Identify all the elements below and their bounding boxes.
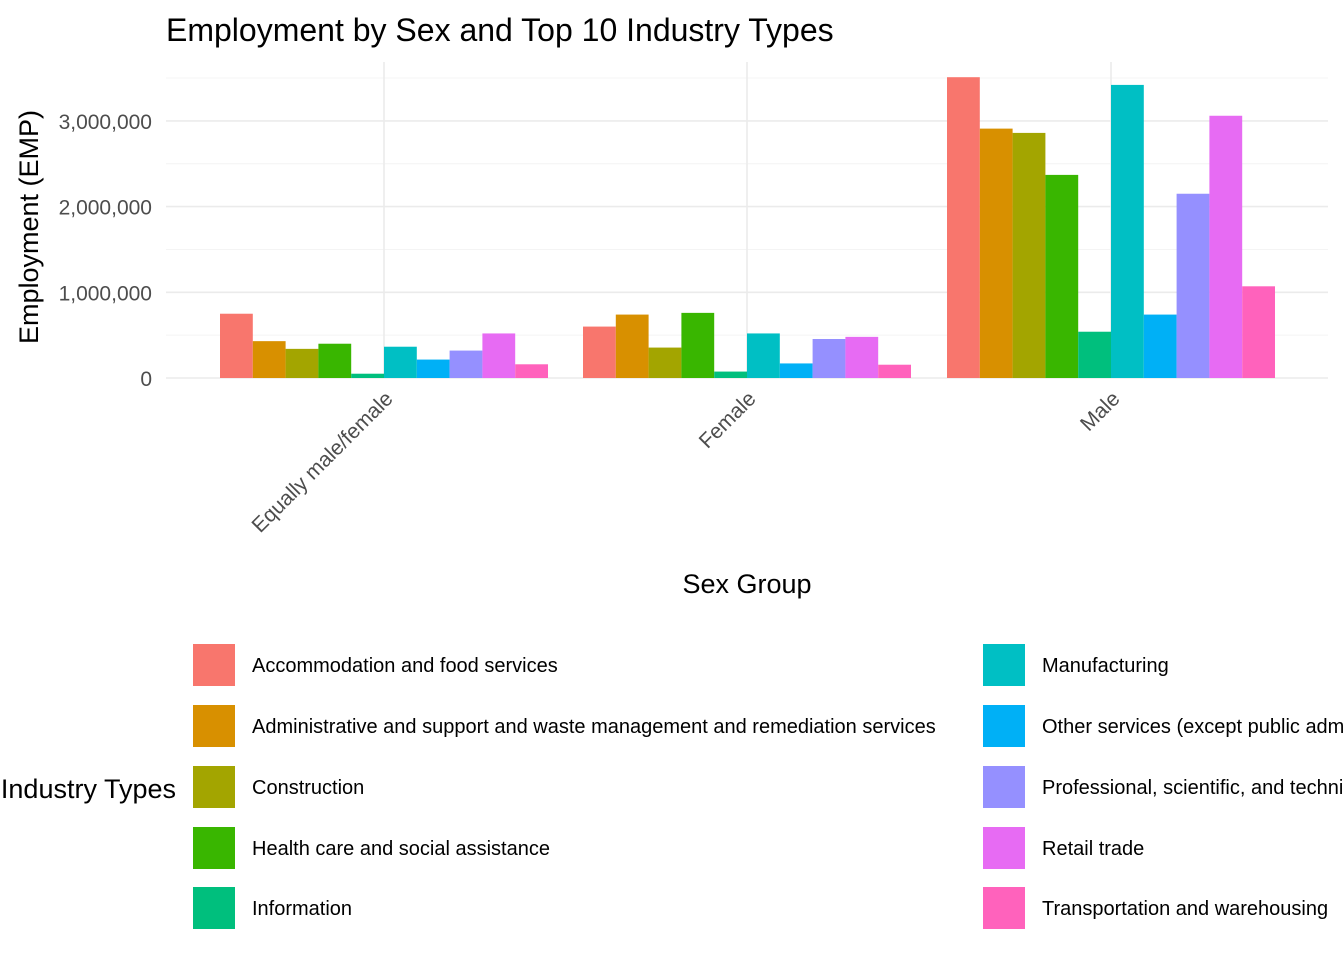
legend-label: Construction bbox=[252, 777, 364, 799]
legend-label: Transportation and warehousing bbox=[1042, 898, 1328, 920]
bar bbox=[1078, 331, 1111, 378]
legend-label: Administrative and support and waste man… bbox=[252, 716, 936, 738]
bar bbox=[845, 336, 879, 378]
y-axis-label: Employment (EMP) bbox=[14, 110, 44, 344]
bar bbox=[747, 333, 780, 378]
bar bbox=[482, 333, 516, 378]
y-tick-label: 1,000,000 bbox=[59, 282, 152, 305]
x-axis-label: Sex Group bbox=[682, 569, 811, 599]
y-tick-label: 3,000,000 bbox=[59, 111, 152, 134]
legend-label: Information bbox=[252, 898, 352, 920]
legend-key bbox=[193, 887, 235, 929]
bar bbox=[681, 312, 715, 378]
legend-label: Accommodation and food services bbox=[252, 655, 558, 677]
bar bbox=[515, 364, 548, 378]
bar bbox=[449, 350, 483, 378]
chart-title: Employment by Sex and Top 10 Industry Ty… bbox=[166, 12, 834, 48]
legend-key bbox=[193, 705, 235, 747]
bar bbox=[351, 373, 384, 378]
legend-label: Professional, scientific, and technical … bbox=[1042, 777, 1344, 799]
bar bbox=[285, 348, 319, 378]
legend-label: Health care and social assistance bbox=[252, 838, 550, 860]
bar bbox=[1176, 193, 1210, 378]
bar bbox=[416, 359, 450, 378]
legend-title: Industry Types bbox=[1, 774, 176, 804]
y-tick-label: 0 bbox=[140, 368, 152, 391]
bar bbox=[812, 339, 846, 378]
x-tick-label: Equally male/female bbox=[248, 387, 398, 537]
bar bbox=[220, 313, 253, 378]
legend-key bbox=[193, 827, 235, 869]
bar bbox=[947, 77, 980, 379]
bars-layer bbox=[220, 77, 1275, 379]
legend-key bbox=[983, 705, 1025, 747]
bar bbox=[318, 343, 352, 378]
legend-key bbox=[193, 766, 235, 808]
bar bbox=[1045, 174, 1079, 378]
bar bbox=[615, 314, 649, 378]
legend-key bbox=[983, 827, 1025, 869]
bar bbox=[979, 128, 1013, 378]
legend-key bbox=[983, 887, 1025, 929]
y-tick-label: 2,000,000 bbox=[59, 197, 152, 220]
legend-label: Manufacturing bbox=[1042, 655, 1169, 677]
bar bbox=[1111, 84, 1144, 378]
bar bbox=[714, 371, 747, 378]
legend-key bbox=[983, 644, 1025, 686]
legend-key bbox=[983, 766, 1025, 808]
bar bbox=[583, 326, 616, 378]
bar bbox=[1209, 115, 1243, 379]
bar bbox=[779, 363, 813, 378]
legend: Industry Types Accommodation and food se… bbox=[1, 644, 1344, 929]
bar bbox=[252, 341, 286, 378]
bar bbox=[648, 347, 682, 378]
legend-key bbox=[193, 644, 235, 686]
bar bbox=[878, 364, 911, 378]
x-tick-label: Female bbox=[695, 387, 761, 453]
legend-label: Retail trade bbox=[1042, 838, 1144, 860]
bar bbox=[1242, 286, 1275, 378]
x-tick-label: Male bbox=[1076, 387, 1124, 435]
legend-label: Other services (except public administra… bbox=[1042, 716, 1344, 738]
bar bbox=[1143, 314, 1177, 378]
bar bbox=[1012, 132, 1046, 378]
bar bbox=[384, 346, 417, 378]
